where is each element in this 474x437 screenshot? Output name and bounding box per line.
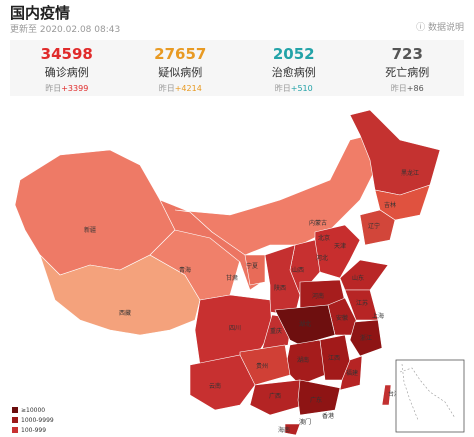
region-label: 福建 xyxy=(346,369,358,377)
province[interactable] xyxy=(244,254,266,286)
region-label: 香港 xyxy=(322,412,334,420)
province[interactable] xyxy=(284,423,301,436)
stat-value: 2052 xyxy=(272,45,315,63)
stat-yesterday: 昨日+3399 xyxy=(10,83,124,94)
region-label: 江西 xyxy=(328,355,340,362)
stat-label: 治愈病例 xyxy=(271,66,316,79)
province[interactable] xyxy=(339,355,363,391)
province[interactable] xyxy=(359,209,396,246)
stat: 34598 确诊病例昨日+3399 xyxy=(10,40,124,96)
region-label: 浙江 xyxy=(360,334,372,342)
title: 国内疫情 xyxy=(10,4,71,22)
legend-swatch xyxy=(12,417,18,423)
region-label: 宁夏 xyxy=(246,262,258,270)
region-label: 湖南 xyxy=(297,356,309,364)
stat: 2052 治愈病例昨日+510 xyxy=(237,40,351,96)
region-label: 辽宁 xyxy=(368,222,380,230)
stat-yesterday: 昨日+4214 xyxy=(124,83,238,94)
region-label: 内蒙古 xyxy=(309,219,327,227)
stat-value: 34598 xyxy=(40,45,93,63)
region-label: 上海 xyxy=(372,312,384,320)
province[interactable] xyxy=(189,354,256,411)
province[interactable] xyxy=(381,384,392,406)
region-label: 新疆 xyxy=(84,226,96,234)
stat-yesterday: 昨日+510 xyxy=(237,83,351,94)
stat: 27657 疑似病例昨日+4214 xyxy=(124,40,238,96)
region-label: 陕西 xyxy=(274,284,286,292)
help-text[interactable]: 数据说明 xyxy=(427,23,464,33)
region-label: 海南 xyxy=(278,426,290,434)
region-label: 吉林 xyxy=(384,201,396,209)
region-label: 广西 xyxy=(269,392,281,400)
legend-label: 100-999 xyxy=(21,427,46,434)
legend: ≥10000 1000-9999 100-999 xyxy=(12,407,54,434)
yesterday-label: 昨日 xyxy=(274,84,291,93)
legend-label: 1000-9999 xyxy=(21,417,54,424)
yesterday-label: 昨日 xyxy=(158,84,175,93)
region-label: 贵州 xyxy=(256,362,268,370)
yesterday-change: +4214 xyxy=(174,84,202,93)
stat-label: 疑似病例 xyxy=(158,66,203,79)
update-time: 更新至 2020.02.08 08:43 xyxy=(10,25,121,35)
legend-swatch xyxy=(12,407,18,413)
region-label: 重庆 xyxy=(270,327,282,335)
region-label: 广东 xyxy=(310,396,322,404)
region-label: 山东 xyxy=(352,274,364,282)
yesterday-label: 昨日 xyxy=(45,84,62,93)
province[interactable] xyxy=(349,319,383,357)
province[interactable] xyxy=(297,379,341,416)
region-label: 云南 xyxy=(209,382,221,390)
stat: 723 死亡病例昨日+86 xyxy=(351,40,465,96)
stat-yesterday: 昨日+86 xyxy=(351,83,465,94)
stat-value: 723 xyxy=(391,45,423,63)
province[interactable] xyxy=(39,254,201,336)
region-label: 台湾 xyxy=(388,390,400,398)
province[interactable] xyxy=(339,259,389,291)
yesterday-label: 昨日 xyxy=(390,84,407,93)
province[interactable] xyxy=(264,244,301,316)
region-label: 甘肃 xyxy=(226,274,238,282)
region-label: 北京 xyxy=(318,234,330,242)
region-label: 青海 xyxy=(179,266,191,274)
yesterday-change: +3399 xyxy=(61,84,89,93)
yesterday-change: +510 xyxy=(290,84,313,93)
region-label: 四川 xyxy=(229,325,241,332)
region-label: 河南 xyxy=(312,292,324,300)
stat-value: 27657 xyxy=(154,45,207,63)
legend-label: ≥10000 xyxy=(21,407,45,414)
legend-swatch xyxy=(12,427,18,433)
province[interactable] xyxy=(174,134,381,256)
region-label: 西藏 xyxy=(119,309,131,317)
region-label: 天津 xyxy=(334,243,346,250)
province[interactable] xyxy=(249,379,306,416)
region-label: 澳门 xyxy=(299,418,311,426)
stats-panel: 34598 确诊病例 昨日+3399 27657 疑似病例 昨日+4214 2052 治愈… xyxy=(10,40,464,96)
help-link[interactable]: ⓘ 数据说明 xyxy=(416,23,464,33)
yesterday-change: +86 xyxy=(406,84,424,93)
stat-label: 死亡病例 xyxy=(385,66,430,79)
inset xyxy=(395,359,465,433)
region-label: 湖北 xyxy=(299,320,311,328)
provinces xyxy=(14,109,441,436)
region-label: 山西 xyxy=(292,266,304,274)
region-label: 河北 xyxy=(316,254,328,262)
region-label: 黑龙江 xyxy=(401,169,419,177)
province[interactable] xyxy=(274,304,336,346)
region-label: 江苏 xyxy=(356,299,368,307)
stat-label: 确诊病例 xyxy=(44,66,89,79)
region-label: 安徽 xyxy=(336,314,348,322)
